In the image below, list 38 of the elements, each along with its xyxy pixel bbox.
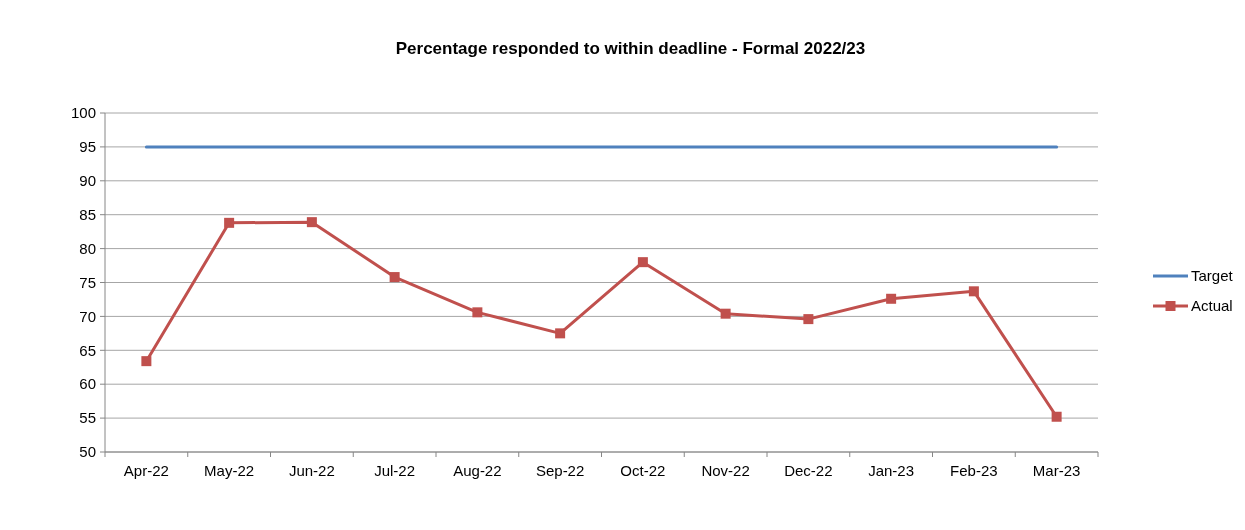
legend-label: Actual: [1191, 297, 1233, 315]
point: [637, 257, 648, 268]
x-tick-label: Jun-22: [288, 462, 335, 479]
x-tick-label: Jul-22: [374, 462, 416, 479]
y-tick-label: 70: [79, 307, 96, 325]
point: [555, 328, 566, 339]
y-tick-label: 50: [79, 443, 96, 461]
point: [141, 356, 152, 367]
point: [472, 307, 483, 318]
x-tick-label: Aug-22: [453, 462, 502, 479]
point: [389, 272, 400, 283]
point: [306, 217, 317, 228]
x-tick-label: Feb-23: [950, 462, 998, 479]
x-tick-label: Nov-22: [701, 462, 750, 479]
y-tick-label: 90: [79, 172, 96, 190]
x-tick-label: Apr-22: [123, 462, 169, 479]
point: [886, 293, 897, 304]
x-tick-label: Dec-22: [784, 462, 833, 479]
x-tick-label: Jan-23: [868, 462, 915, 479]
y-tick-label: 80: [79, 239, 96, 257]
y-tick-label: 60: [79, 375, 96, 393]
point: [1051, 411, 1062, 422]
x-tick-label: May-22: [204, 462, 255, 479]
y-tick-label: 85: [79, 205, 96, 223]
point: [803, 314, 814, 325]
y-tick-label: 55: [79, 409, 96, 427]
point: [224, 217, 235, 228]
y-tick-label: 65: [79, 341, 96, 359]
point: [720, 308, 731, 319]
legend-label: Target: [1191, 267, 1234, 285]
x-tick-label: Oct-22: [620, 462, 666, 479]
x-tick-label: Sep-22: [535, 462, 585, 479]
y-tick-label: 95: [79, 138, 96, 156]
chart-title: Percentage responded to within deadline - Formal 2022/23: [395, 39, 866, 58]
point: [968, 286, 979, 297]
x-tick-label: Mar-23: [1032, 462, 1081, 479]
y-tick-label: 100: [70, 104, 96, 122]
y-tick-label: 75: [79, 273, 96, 291]
